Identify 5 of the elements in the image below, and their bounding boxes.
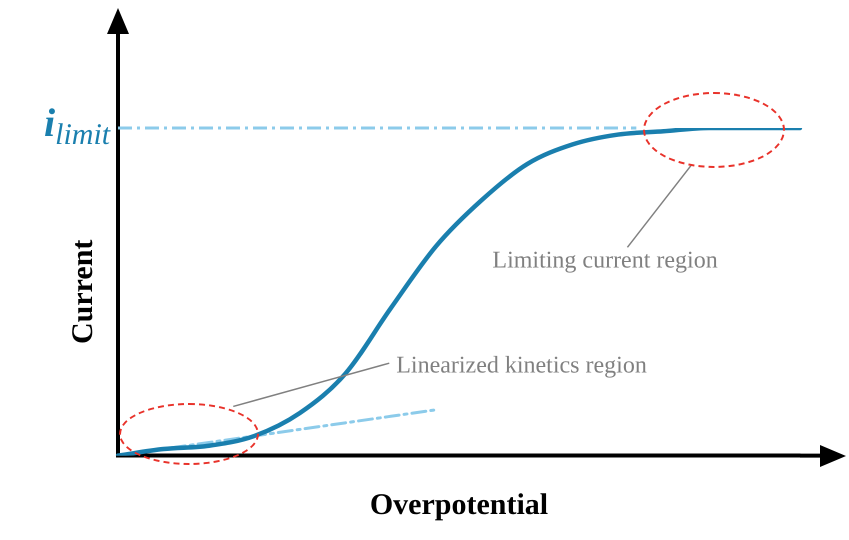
x-axis-title: Overpotential (370, 488, 548, 521)
y-axis-title: Current (66, 240, 99, 344)
annotation: Limiting current region (492, 248, 718, 274)
ref-line-label: i$_{limit}$ (44, 100, 110, 150)
annotation: Linearized kinetics region (396, 352, 647, 378)
